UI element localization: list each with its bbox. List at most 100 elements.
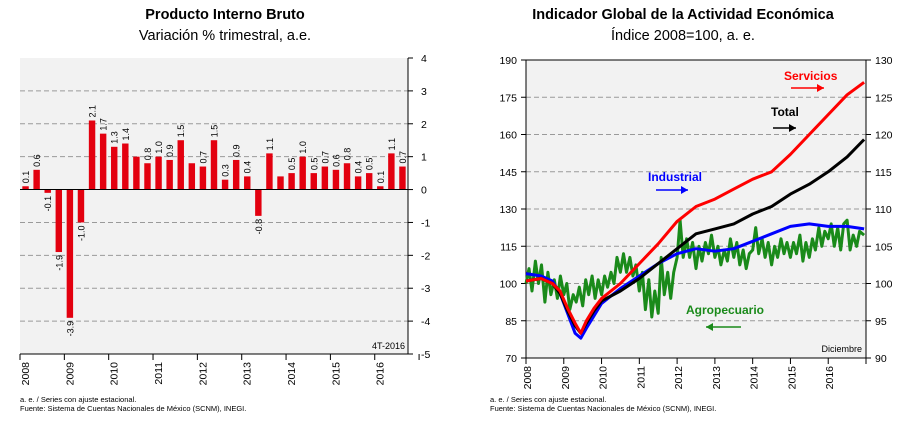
y-left-tick-label: 190 (499, 55, 517, 67)
bar-value-label: -1.9 (54, 255, 64, 271)
bar (210, 140, 218, 190)
series-arrowhead-servicios (817, 84, 824, 92)
bar-value-label: 1.3 (110, 131, 120, 144)
series-label-industrial: Industrial (648, 170, 702, 184)
bar (66, 189, 74, 318)
bar-value-label: 0.8 (143, 148, 153, 161)
series-arrowhead-industrial (681, 186, 688, 194)
bar-value-label: 0.4 (354, 161, 364, 174)
pib-footnote-source: Fuente: Sistema de Cuentas Nacionales de… (20, 404, 247, 413)
bar (122, 143, 129, 190)
bar (232, 159, 240, 190)
bar (399, 166, 406, 190)
bar-value-label: 1.4 (121, 128, 131, 141)
x-year-label: 2013 (711, 366, 723, 390)
bar (33, 169, 40, 190)
y-right-tick-label: 130 (875, 55, 893, 67)
bar (244, 176, 251, 190)
y-right-tick-label: 120 (875, 130, 893, 142)
bar-value-label: -0.8 (254, 219, 264, 235)
x-year-label: 2015 (786, 366, 798, 390)
y-left-tick-label: 175 (499, 92, 517, 104)
plot-border (525, 59, 867, 359)
bar (221, 179, 229, 190)
bar-value-label: 0.7 (198, 151, 208, 164)
plot-area (20, 58, 408, 354)
igae-chart-panel: Indicador Global de la Actividad Económi… (458, 0, 908, 421)
period-annotation: Diciembre (821, 344, 862, 354)
y-tick-label: -1 (421, 217, 430, 229)
bar-value-label: 0.5 (365, 158, 375, 171)
bar-value-label: 0.7 (398, 151, 408, 164)
y-tick-label: 4 (421, 53, 427, 65)
bar-value-label: 0.7 (320, 151, 330, 164)
y-left-tick-label: 115 (500, 241, 517, 253)
bar-value-label: 0.4 (243, 161, 253, 174)
period-annotation: 4T-2016 (372, 341, 405, 351)
bar (188, 163, 196, 190)
bar-value-label: 1.5 (176, 125, 186, 138)
bar (133, 156, 140, 190)
series-label-agropecuario: Agropecuario (686, 303, 764, 317)
pib-chart-title: Producto Interno Bruto (145, 7, 305, 23)
y-tick-label: 1 (421, 152, 427, 164)
y-tick-label: 3 (421, 86, 427, 98)
series-arrowhead-total (789, 124, 796, 132)
bar-value-label: 0.6 (331, 154, 341, 167)
bar (332, 169, 340, 190)
pib-bar-chart: 43210-1-2-3-4-50.10.6-0.1-1.9-3.9-1.02.1… (19, 53, 430, 386)
y-right-tick-label: 90 (875, 353, 887, 365)
y-right-tick-label: 100 (875, 279, 893, 291)
y-left-tick-label: 160 (499, 130, 517, 142)
x-year-label: 2015 (330, 362, 342, 386)
bar (354, 176, 362, 190)
bar (88, 120, 96, 190)
igae-chart-title: Indicador Global de la Actividad Económi… (532, 7, 834, 23)
x-year-label: 2011 (153, 362, 165, 385)
bar (155, 156, 162, 190)
x-year-label: 2012 (197, 362, 209, 386)
bar (310, 173, 317, 190)
bar-value-label: 0.1 (376, 171, 386, 184)
bar-value-label: 1.1 (387, 138, 397, 151)
bar (55, 189, 63, 253)
bar (266, 153, 273, 190)
y-left-tick-label: 145 (499, 167, 517, 179)
x-year-label: 2012 (673, 366, 685, 390)
bar (77, 189, 85, 223)
bar (111, 146, 118, 190)
bar (388, 153, 395, 190)
bar-value-label: 1.0 (298, 141, 308, 154)
x-year-label: 2008 (522, 366, 534, 390)
y-left-tick-label: 100 (499, 279, 517, 291)
bar-value-label: 0.5 (309, 158, 319, 171)
bar-value-label: 1.0 (154, 141, 164, 154)
bar-value-label: 0.5 (287, 158, 297, 171)
y-right-tick-label: 115 (875, 167, 892, 179)
x-year-label: 2016 (375, 362, 387, 386)
x-year-label: 2010 (109, 362, 121, 386)
y-right-tick-label: 105 (875, 241, 893, 253)
x-year-label: 2013 (242, 362, 254, 386)
series-label-total: Total (771, 105, 799, 119)
bar (99, 133, 107, 190)
bar-value-label: 0.8 (343, 148, 353, 161)
series-line-agropecuario (524, 218, 866, 319)
bar (22, 186, 29, 190)
y-right-tick-label: 125 (875, 92, 893, 104)
y-tick-label: -4 (421, 316, 430, 328)
bar-value-label: -0.1 (43, 196, 53, 212)
bar (144, 163, 151, 190)
y-tick-label: 2 (421, 119, 427, 131)
igae-footnote-source: Fuente: Sistema de Cuentas Nacionales de… (490, 404, 717, 413)
bar (277, 176, 284, 190)
bar (343, 163, 351, 190)
bar (321, 166, 329, 190)
x-year-label: 2009 (64, 362, 76, 386)
x-year-label: 2014 (286, 362, 298, 386)
bar (177, 140, 184, 190)
bar-value-label: 1.5 (210, 125, 220, 138)
bar-value-label: 0.9 (232, 144, 242, 157)
x-year-label: 2016 (824, 366, 836, 390)
x-year-label: 2010 (598, 366, 610, 390)
